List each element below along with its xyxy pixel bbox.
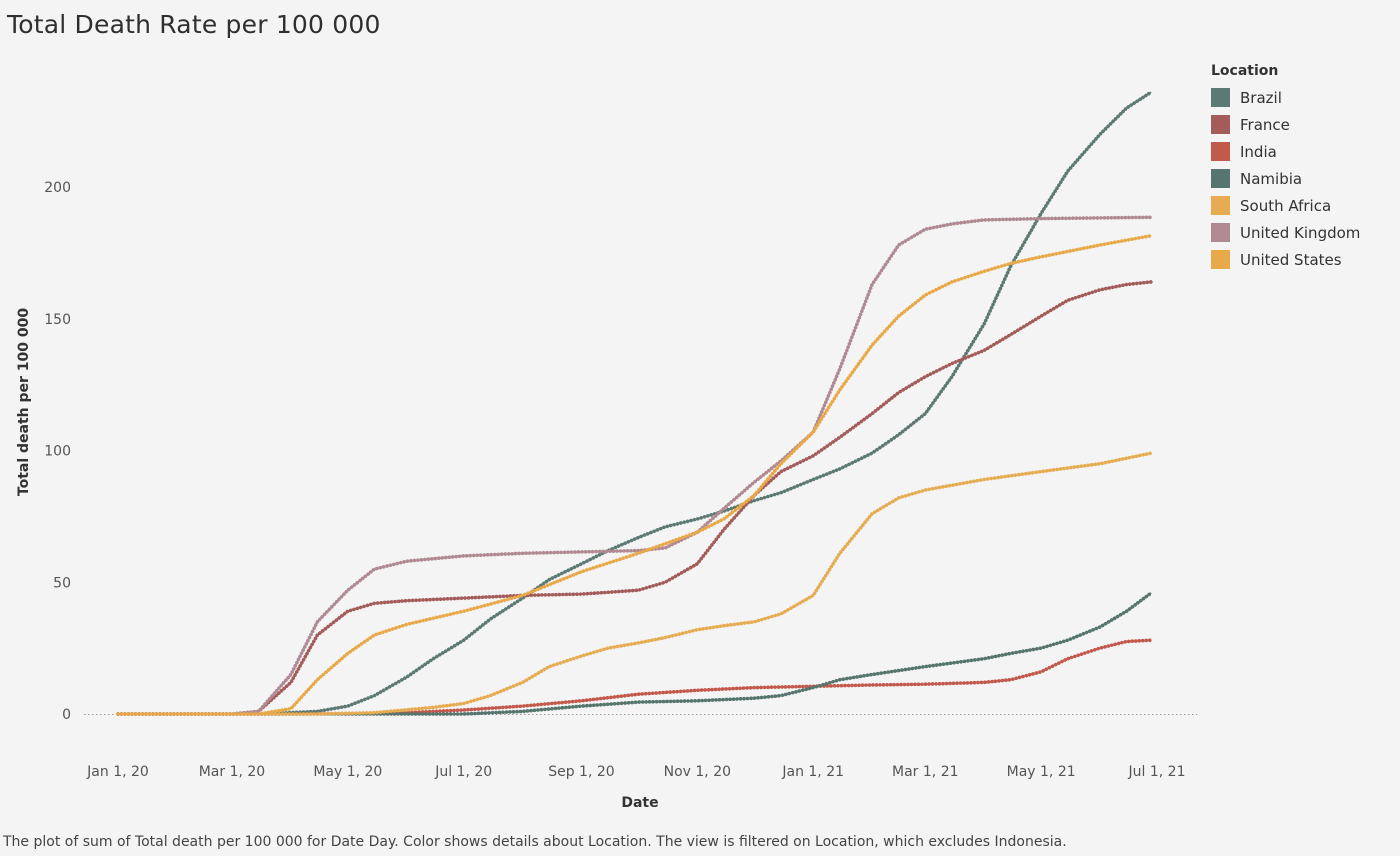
y-tick-label: 150 [44,312,71,328]
legend-label: South Africa [1240,196,1332,215]
series-line-core [118,234,1152,715]
series-line-core [118,281,1152,715]
legend: Location Brazil France India Namibia South A… [1211,63,1360,273]
chart-axes: 0 50 100 150 200 Jan 1, 20 Mar 1, 20 May 1, 20 J… [44,180,1197,780]
series-line-core [118,592,1152,715]
legend-swatch [1211,169,1230,188]
legend-label: France [1240,115,1290,134]
chart-caption: The plot of sum of Total death per 100 0… [3,834,1067,850]
x-tick-label: May 1, 21 [1007,764,1076,780]
legend-item[interactable]: France [1211,111,1360,138]
legend-label: United Kingdom [1240,223,1361,242]
x-tick-label: Mar 1, 21 [892,764,959,780]
x-tick-label: Sep 1, 20 [548,764,614,780]
legend-item[interactable]: United Kingdom [1211,219,1360,246]
series-india [116,638,1154,716]
series-line-core [118,452,1152,715]
legend-label: India [1240,142,1277,161]
series-united-states [116,233,1154,716]
legend-swatch [1211,88,1230,107]
legend-item[interactable]: India [1211,138,1360,165]
legend-swatch [1211,142,1230,161]
x-tick-label: Mar 1, 20 [199,764,266,780]
series-line-core [118,639,1152,715]
series-line [116,280,1154,716]
series-line [116,215,1154,716]
series-line [116,90,1154,716]
y-tick-label: 50 [53,575,71,591]
legend-title: Location [1211,63,1279,79]
y-axis-title: Total death per 100 000 [16,308,32,496]
series-france [116,280,1154,716]
y-tick-label: 100 [44,444,71,460]
series-brazil [116,90,1154,716]
series-united-kingdom [116,215,1154,716]
legend-swatch [1211,250,1230,269]
legend-item[interactable]: United States [1211,246,1360,273]
legend-swatch [1211,223,1230,242]
series-south-africa [116,451,1154,716]
legend-item[interactable]: South Africa [1211,192,1360,219]
legend-label: Brazil [1240,88,1282,107]
series-line-core [118,91,1152,715]
series-line [116,451,1154,716]
legend-label: United States [1240,250,1342,269]
legend-items: Brazil France India Namibia South Africa Unit… [1211,84,1360,273]
x-tick-label: Jan 1, 21 [781,764,844,780]
x-tick-label: Nov 1, 20 [664,764,731,780]
chart-series-layer [116,90,1154,716]
x-axis-title: Date [621,795,658,811]
chart-title: Total Death Rate per 100 000 [7,10,381,39]
x-tick-label: Jul 1, 20 [434,764,492,780]
x-tick-label: May 1, 20 [313,764,382,780]
x-tick-label: Jul 1, 21 [1128,764,1186,780]
y-tick-label: 0 [62,707,71,723]
y-tick-label: 200 [44,180,71,196]
line-chart: 0 50 100 150 200 Jan 1, 20 Mar 1, 20 May 1, 20 J… [16,90,1197,811]
legend-label: Namibia [1240,169,1303,188]
series-namibia [116,591,1154,716]
series-line-core [118,216,1152,715]
x-tick-label: Jan 1, 20 [86,764,149,780]
legend-item[interactable]: Brazil [1211,84,1360,111]
legend-swatch [1211,115,1230,134]
legend-swatch [1211,196,1230,215]
legend-item[interactable]: Namibia [1211,165,1360,192]
